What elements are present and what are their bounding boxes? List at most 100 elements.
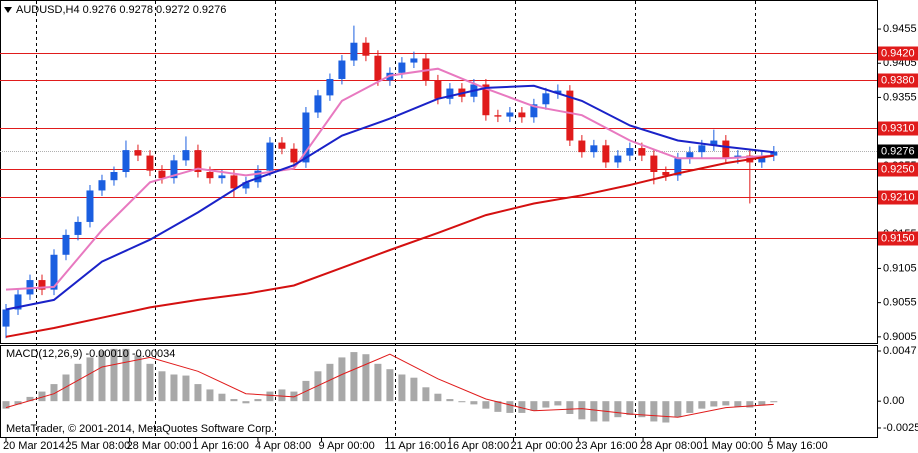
signal-line	[5, 353, 774, 418]
macd-bar	[254, 399, 262, 402]
level-label: 0.9150	[881, 232, 915, 244]
candle-body	[302, 112, 310, 163]
macd-bar	[710, 401, 718, 407]
candle-body	[14, 294, 22, 310]
candle-body	[122, 150, 130, 172]
macd-title: MACD(12,26,9) -0.00010 -0.00034	[6, 348, 175, 360]
candle-body	[314, 95, 322, 113]
macd-panel	[0, 345, 878, 438]
macd-bar	[398, 374, 406, 402]
macd-bar	[278, 389, 286, 402]
candle-body	[530, 104, 538, 118]
macd-bar	[530, 401, 538, 411]
macd-bar	[650, 401, 658, 422]
candle-body	[698, 145, 706, 153]
candle-body	[686, 152, 694, 159]
macd-bar	[386, 369, 394, 402]
macd-bar	[674, 401, 682, 418]
macd-bar	[230, 399, 238, 402]
macd-bar	[218, 393, 226, 402]
footer-annotation: MetaTrader, © 2001-2014, MetaQuotes Soft…	[6, 423, 274, 435]
level-label: 0.9310	[881, 122, 915, 134]
macd-bar	[554, 401, 562, 406]
candle-body	[362, 42, 370, 56]
candle-body	[326, 78, 334, 96]
macd-bar	[458, 401, 466, 403]
macd-bar	[662, 401, 670, 423]
level-label: 0.9420	[881, 47, 915, 59]
candle-body	[626, 148, 634, 156]
x-tick-label: 1 Apr 16:00	[193, 440, 249, 452]
macd-bar	[590, 401, 598, 422]
candle-body	[410, 58, 418, 63]
y-tick-label: 0.9005	[883, 331, 917, 343]
macd-bar	[470, 401, 478, 405]
candle-body	[218, 175, 226, 179]
macd-bar	[614, 401, 622, 418]
macd-bar	[194, 384, 202, 402]
macd-bar	[722, 401, 730, 406]
macd-bar	[338, 357, 346, 402]
candle-body	[278, 142, 286, 149]
chart-title: AUDUSD,H4 0.9276 0.9278 0.9272 0.9276	[16, 4, 226, 16]
macd-bar	[134, 355, 142, 402]
x-tick-label: 21 Apr 00:00	[510, 440, 572, 452]
candle-body	[134, 150, 142, 156]
x-tick-label: 11 Apr 16:00	[385, 440, 447, 452]
candle-body	[206, 172, 214, 179]
candle-body	[242, 182, 250, 189]
macd-bar	[422, 387, 430, 402]
candle-body	[422, 58, 430, 81]
candle-body	[254, 170, 262, 183]
macd-bar	[578, 401, 586, 420]
candle-body	[290, 148, 298, 163]
candle-body	[638, 148, 646, 156]
x-tick-label: 4 Apr 08:00	[255, 440, 311, 452]
level-label-bg	[878, 231, 918, 246]
macd-bar	[746, 401, 754, 408]
level-label: 0.9210	[881, 191, 915, 203]
x-tick-label: 16 Apr 08:00	[447, 440, 509, 452]
candle-body	[374, 55, 382, 81]
macd-bar	[350, 352, 358, 402]
moving-average	[5, 84, 774, 311]
level-label-bg	[878, 73, 918, 88]
menu-arrow	[4, 7, 12, 13]
macd-bar	[182, 375, 190, 402]
macd-bar	[110, 348, 118, 402]
macd-bar	[494, 401, 502, 412]
macd-bar	[62, 374, 70, 402]
y-tick-label: 0.00	[883, 395, 904, 407]
candle-body	[398, 62, 406, 73]
macd-bar	[86, 357, 94, 402]
candle-body	[566, 90, 574, 141]
y-tick-label: 0.9055	[883, 297, 917, 309]
macd-bar	[698, 401, 706, 409]
candle-body	[518, 112, 526, 118]
candle-body	[758, 155, 766, 163]
macd-bar	[98, 351, 106, 402]
candle-body	[350, 42, 358, 61]
macd-bar	[14, 401, 22, 405]
candle-body	[74, 221, 82, 235]
moving-average	[5, 67, 774, 291]
candle-body	[650, 155, 658, 172]
macd-bar	[506, 401, 514, 413]
candle-body	[602, 145, 610, 163]
candle-body	[770, 151, 778, 156]
candle-body	[230, 175, 238, 189]
macd-bar	[206, 389, 214, 402]
macd-bar	[74, 363, 82, 402]
candle-body	[194, 150, 202, 172]
candle-body	[662, 172, 670, 176]
candle-body	[674, 158, 682, 176]
y-tick-label: 0.9105	[883, 262, 917, 274]
candle-body	[38, 280, 46, 290]
macd-bar	[566, 401, 574, 414]
candle-body	[266, 142, 274, 171]
macd-bar	[686, 401, 694, 413]
macd-bar	[758, 401, 766, 406]
candle-body	[50, 254, 58, 290]
x-tick-label: 20 Mar 2014	[3, 440, 65, 452]
